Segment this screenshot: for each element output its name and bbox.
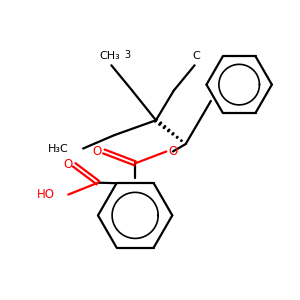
Text: O: O [64,158,73,171]
Text: HO: HO [37,188,55,201]
Text: O: O [93,145,102,158]
Text: CH₃: CH₃ [100,51,120,62]
Text: H₃C: H₃C [47,143,68,154]
Text: C: C [192,51,200,62]
Text: O: O [168,145,178,158]
Text: 3: 3 [124,50,131,60]
